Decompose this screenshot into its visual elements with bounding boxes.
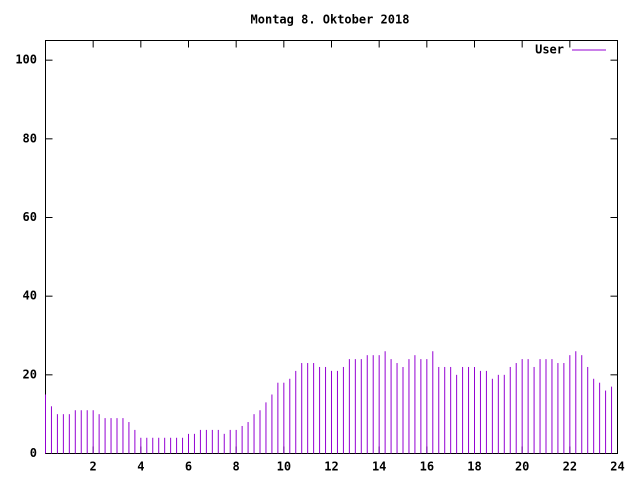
x-tick-label: 6 xyxy=(185,460,192,474)
x-tick-label: 12 xyxy=(324,460,338,474)
legend-label: User xyxy=(535,43,564,57)
x-tick-label: 2 xyxy=(90,460,97,474)
x-tick-label: 10 xyxy=(277,460,291,474)
y-tick-label: 60 xyxy=(23,210,37,224)
y-tick-label: 0 xyxy=(30,446,37,460)
x-tick-label: 4 xyxy=(137,460,144,474)
x-tick-label: 24 xyxy=(610,460,624,474)
y-tick-label: 80 xyxy=(23,131,37,145)
x-tick-label: 20 xyxy=(515,460,529,474)
y-tick-label: 40 xyxy=(23,289,37,303)
x-tick-label: 8 xyxy=(233,460,240,474)
y-tick-label: 100 xyxy=(15,53,37,67)
chart-title: Montag 8. Oktober 2018 xyxy=(251,13,410,27)
y-tick-label: 20 xyxy=(23,367,37,381)
x-tick-label: 22 xyxy=(563,460,577,474)
x-tick-label: 14 xyxy=(372,460,386,474)
x-tick-label: 16 xyxy=(420,460,434,474)
x-tick-label: 18 xyxy=(467,460,481,474)
